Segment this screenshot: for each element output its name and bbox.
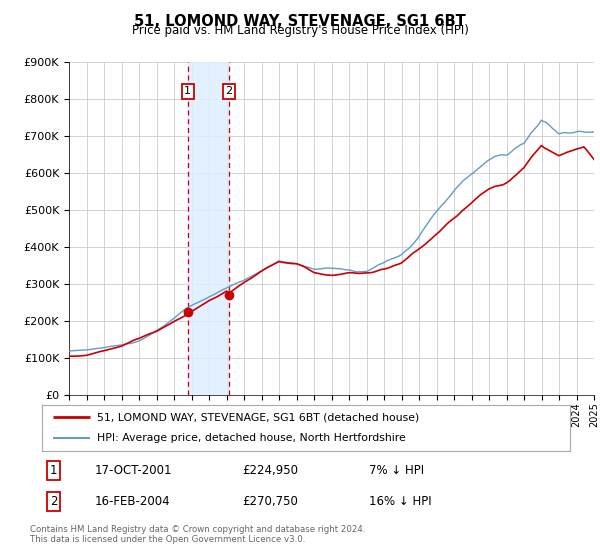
Text: Price paid vs. HM Land Registry's House Price Index (HPI): Price paid vs. HM Land Registry's House … (131, 24, 469, 37)
Text: 1: 1 (184, 86, 191, 96)
Text: This data is licensed under the Open Government Licence v3.0.: This data is licensed under the Open Gov… (30, 535, 305, 544)
Text: 2: 2 (225, 86, 232, 96)
Bar (188, 62, 229, 395)
Text: HPI: Average price, detached house, North Hertfordshire: HPI: Average price, detached house, Nort… (97, 433, 406, 444)
Text: 2: 2 (50, 494, 58, 507)
Text: 16% ↓ HPI: 16% ↓ HPI (370, 494, 432, 507)
Text: 7% ↓ HPI: 7% ↓ HPI (370, 464, 424, 477)
Text: 17-OCT-2001: 17-OCT-2001 (95, 464, 172, 477)
Text: 16-FEB-2004: 16-FEB-2004 (95, 494, 170, 507)
Text: £270,750: £270,750 (242, 494, 299, 507)
Text: Contains HM Land Registry data © Crown copyright and database right 2024.: Contains HM Land Registry data © Crown c… (30, 525, 365, 534)
Text: £224,950: £224,950 (242, 464, 299, 477)
Text: 51, LOMOND WAY, STEVENAGE, SG1 6BT (detached house): 51, LOMOND WAY, STEVENAGE, SG1 6BT (deta… (97, 412, 419, 422)
Text: 1: 1 (50, 464, 58, 477)
Text: 51, LOMOND WAY, STEVENAGE, SG1 6BT: 51, LOMOND WAY, STEVENAGE, SG1 6BT (134, 14, 466, 29)
